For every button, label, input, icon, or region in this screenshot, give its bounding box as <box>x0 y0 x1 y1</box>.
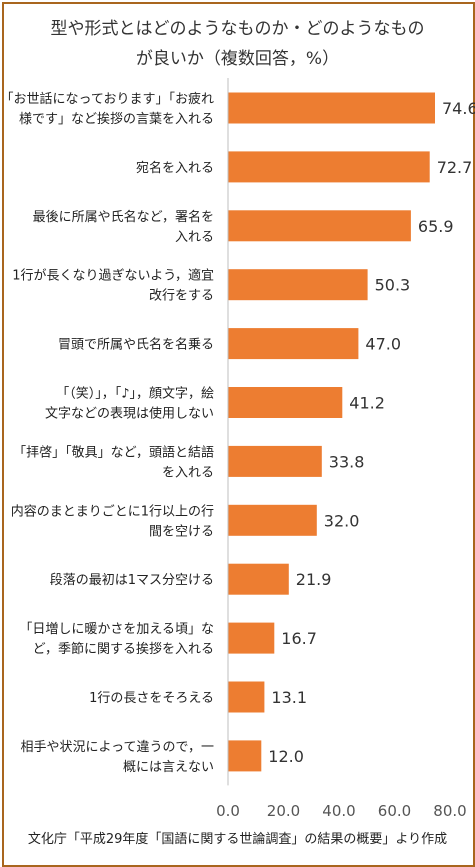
category-label-5-line-1: 冒頭で所属や氏名を名乗る <box>58 337 214 353</box>
data-label-4: 50.3 <box>375 276 411 295</box>
category-label-7-line-1: 「拝啓」「敬具」など，頭語と結語 <box>13 444 214 460</box>
data-label-7: 33.8 <box>329 452 365 471</box>
x-tick-label-1: 0.0 <box>216 802 240 820</box>
category-label-6-line-1: 「（笑）」，「♪」，顔文字，絵 <box>56 386 214 402</box>
category-label-10-line-1: 「日増しに暖かさを加える頃」な <box>19 622 214 637</box>
bar-9 <box>228 563 289 595</box>
chart-title-line-1: 型や形式とはどのようなものか・どのようなもの <box>50 19 425 39</box>
category-label-3-line-2: 入れる <box>175 230 214 245</box>
category-label-4-line-2: 改行をする <box>149 289 214 304</box>
bar-12 <box>228 740 262 772</box>
bar-5 <box>228 328 359 360</box>
category-label-2-line-1: 宛名を入れる <box>136 160 214 176</box>
bar-3 <box>228 210 411 242</box>
category-label-1-line-1: 「お世話になっております」「お疲れ <box>1 91 214 107</box>
chart-title-line-2: が良いか（複数回答，%） <box>135 49 340 69</box>
bar-1 <box>228 92 435 124</box>
data-label-5: 47.0 <box>365 335 401 354</box>
x-tick-label-5: 80.0 <box>433 802 466 820</box>
data-label-8: 32.0 <box>324 511 360 530</box>
category-label-12-line-1: 相手や状況によって違うので，一 <box>21 740 214 755</box>
category-label-6-line-2: 文字などの表現は使用しない <box>45 406 214 422</box>
category-label-10-line-2: ど，季節に関する挨拶を入れる <box>33 642 214 657</box>
category-label-1-line-2: 様です」など挨拶の言葉を入れる <box>19 112 214 127</box>
data-label-1: 74.6 <box>442 99 475 118</box>
data-label-9: 21.9 <box>296 570 332 589</box>
x-tick-label-2: 20.0 <box>267 802 300 820</box>
data-label-10: 16.7 <box>281 629 317 648</box>
category-label-8-line-1: 内容のまとまりごとに1行以上の行 <box>11 503 214 519</box>
category-label-9-line-1: 段落の最初は1マス分空ける <box>50 573 214 588</box>
data-label-2: 72.7 <box>437 158 473 177</box>
category-label-4-line-1: 1行が長くなり過ぎないよう，適宜 <box>12 268 214 284</box>
category-label-7-line-2: を入れる <box>162 465 214 480</box>
data-label-12: 12.0 <box>268 747 304 766</box>
bar-6 <box>228 387 343 418</box>
bar-2 <box>228 151 430 183</box>
x-tick-label-4: 60.0 <box>378 802 411 820</box>
category-label-8-line-2: 間を空ける <box>149 524 214 539</box>
data-label-6: 41.2 <box>349 394 385 413</box>
chart-title: 型や形式とはどのようなものか・どのようなもの が良いか（複数回答，%） <box>0 14 475 74</box>
bar-7 <box>228 445 322 477</box>
source-note: 文化庁「平成29年度「国語に関する世論調査」の結果の概要」より作成 <box>27 832 448 847</box>
bar-10 <box>228 622 275 654</box>
bar-11 <box>228 681 265 713</box>
category-label-12-line-2: 概には言えない <box>123 760 214 775</box>
category-label-11-line-1: 1行の長さをそろえる <box>89 691 214 706</box>
x-tick-label-3: 40.0 <box>322 802 355 820</box>
category-label-3-line-1: 最後に所属や氏名など，署名を <box>33 209 214 225</box>
bar-8 <box>228 504 317 536</box>
data-label-11: 13.1 <box>271 688 307 707</box>
data-label-3: 65.9 <box>418 217 454 236</box>
bar-4 <box>228 269 368 301</box>
